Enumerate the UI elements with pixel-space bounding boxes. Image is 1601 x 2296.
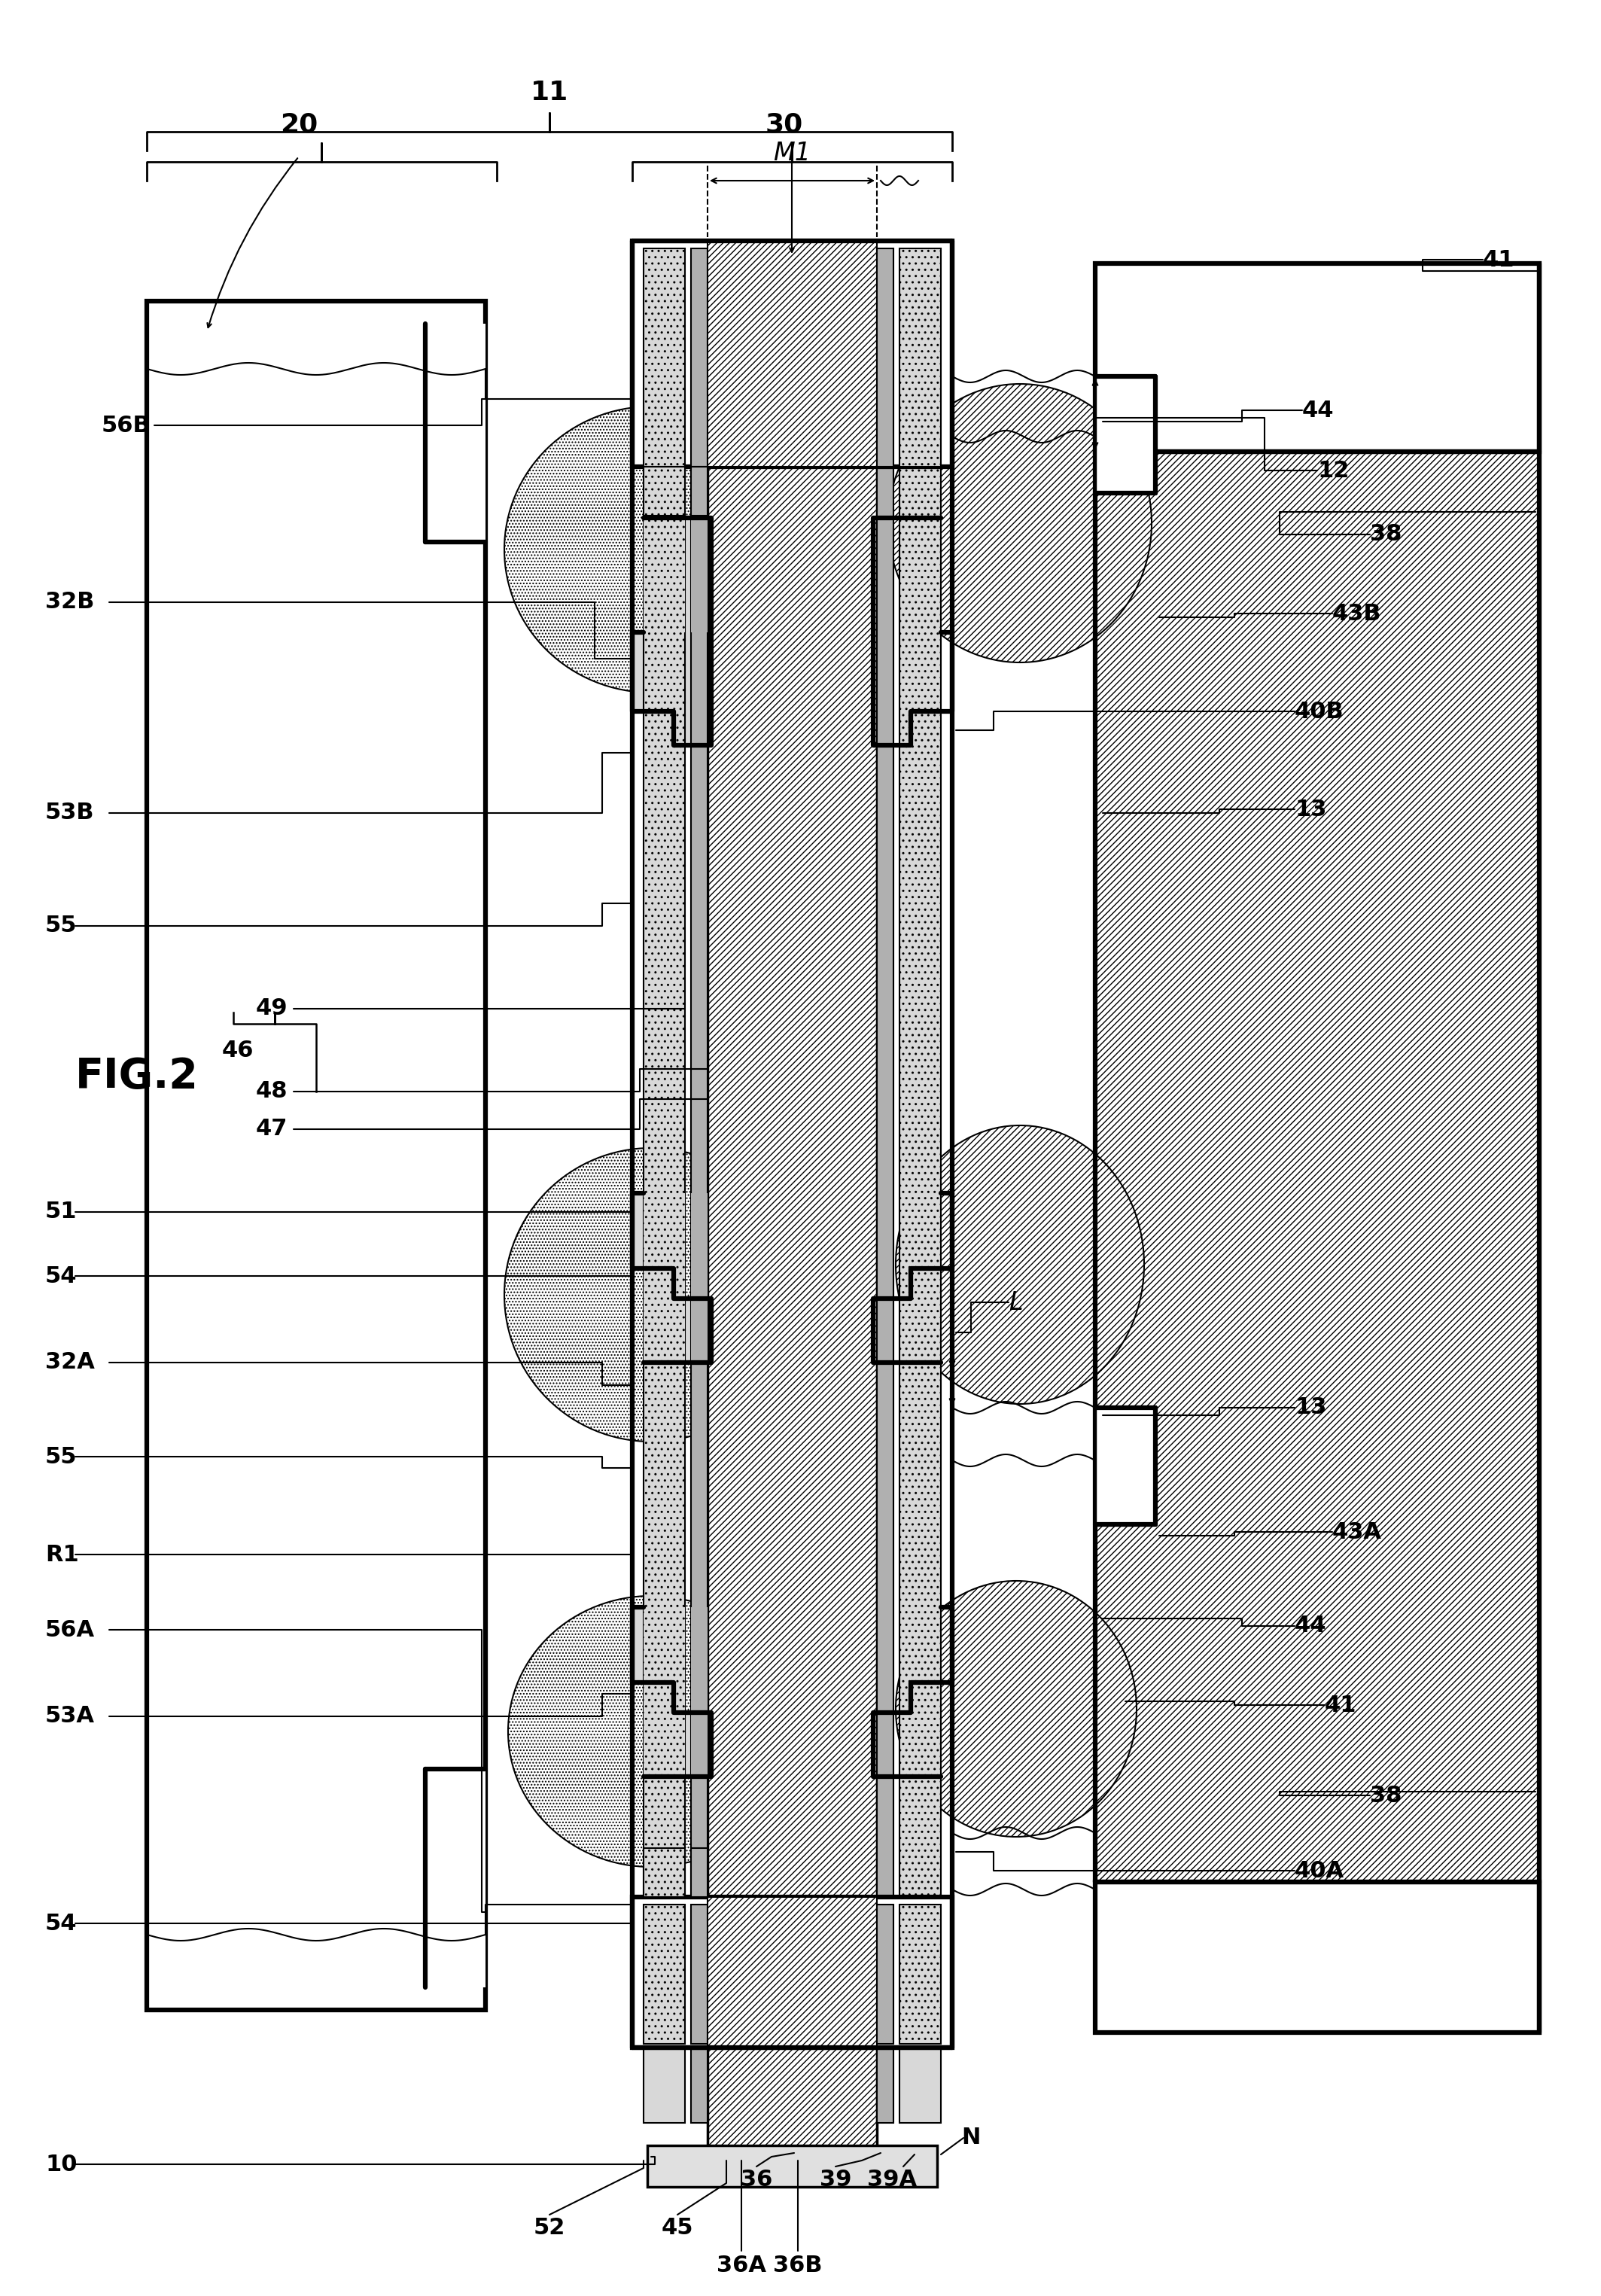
Text: 38: 38 bbox=[1370, 1784, 1402, 1807]
Bar bbox=[644, 1906, 685, 2043]
Bar bbox=[644, 466, 685, 1896]
Text: 53B: 53B bbox=[45, 801, 94, 824]
Bar bbox=[632, 241, 953, 466]
Bar bbox=[900, 1906, 941, 2043]
Text: 46: 46 bbox=[223, 1040, 255, 1061]
Polygon shape bbox=[632, 1194, 711, 1362]
Text: 11: 11 bbox=[530, 80, 568, 106]
Text: 47: 47 bbox=[256, 1118, 288, 1141]
Text: L: L bbox=[1009, 1290, 1023, 1316]
Text: 20: 20 bbox=[280, 113, 317, 138]
Bar bbox=[900, 466, 941, 1896]
Ellipse shape bbox=[504, 1148, 797, 1442]
Bar bbox=[900, 248, 941, 466]
Bar bbox=[708, 241, 877, 466]
Text: 55: 55 bbox=[45, 916, 77, 937]
Bar bbox=[692, 248, 708, 466]
Bar bbox=[632, 1896, 953, 2048]
Text: 38: 38 bbox=[1370, 523, 1402, 546]
Text: 40A: 40A bbox=[1295, 1860, 1345, 1883]
Text: FIG.2: FIG.2 bbox=[75, 1056, 199, 1097]
Text: 56B: 56B bbox=[101, 413, 150, 436]
Ellipse shape bbox=[504, 406, 797, 693]
Text: 41: 41 bbox=[1483, 248, 1515, 271]
Text: 39A: 39A bbox=[868, 2167, 917, 2190]
Text: 30: 30 bbox=[765, 113, 804, 138]
Ellipse shape bbox=[895, 1125, 1145, 1403]
Text: 39: 39 bbox=[820, 2167, 852, 2190]
Bar bbox=[644, 248, 685, 466]
Text: 56A: 56A bbox=[45, 1619, 94, 1642]
Text: 43B: 43B bbox=[1332, 602, 1382, 625]
Text: 52: 52 bbox=[533, 2218, 565, 2239]
Bar bbox=[692, 466, 708, 517]
Text: 40B: 40B bbox=[1295, 700, 1345, 723]
Text: 41: 41 bbox=[1324, 1694, 1356, 1715]
Text: 53A: 53A bbox=[45, 1706, 94, 1727]
Text: 48: 48 bbox=[256, 1081, 288, 1102]
Text: 36: 36 bbox=[741, 2167, 772, 2190]
Bar bbox=[692, 519, 708, 631]
Bar bbox=[426, 1768, 485, 1988]
Bar bbox=[426, 324, 485, 542]
Bar bbox=[877, 2048, 893, 2124]
Bar bbox=[692, 1848, 708, 1896]
Bar bbox=[1095, 377, 1156, 494]
Text: 44: 44 bbox=[1302, 400, 1334, 420]
Text: 32B: 32B bbox=[45, 592, 94, 613]
Bar bbox=[877, 466, 893, 1896]
Text: 45: 45 bbox=[661, 2218, 693, 2239]
Ellipse shape bbox=[889, 383, 1151, 664]
Bar bbox=[692, 1194, 708, 1362]
Bar bbox=[708, 2048, 877, 2154]
Text: 13: 13 bbox=[1295, 1396, 1327, 1419]
Bar bbox=[644, 1848, 685, 1896]
Bar bbox=[692, 1607, 708, 1777]
Bar bbox=[692, 2048, 708, 2124]
Bar bbox=[644, 2048, 685, 2124]
Text: 36B: 36B bbox=[773, 2255, 823, 2278]
Text: 49: 49 bbox=[256, 999, 288, 1019]
Text: 10: 10 bbox=[45, 2154, 77, 2174]
Text: 44: 44 bbox=[1295, 1614, 1327, 1637]
Bar bbox=[708, 466, 877, 1896]
Text: 36A: 36A bbox=[717, 2255, 767, 2278]
Text: 32A: 32A bbox=[45, 1352, 94, 1373]
Bar bbox=[1095, 264, 1539, 452]
Bar bbox=[644, 466, 685, 517]
Bar bbox=[1095, 452, 1539, 1883]
Bar bbox=[1095, 1883, 1539, 2032]
Bar bbox=[647, 2144, 937, 2186]
Bar bbox=[644, 1607, 685, 1777]
Bar bbox=[877, 248, 893, 466]
Text: 43A: 43A bbox=[1332, 1520, 1382, 1543]
Bar bbox=[900, 2048, 941, 2124]
Text: 12: 12 bbox=[1318, 459, 1350, 482]
Text: M1: M1 bbox=[773, 140, 810, 165]
Text: R1: R1 bbox=[45, 1543, 78, 1566]
Polygon shape bbox=[632, 1607, 711, 1777]
Polygon shape bbox=[632, 519, 711, 746]
Ellipse shape bbox=[895, 1582, 1137, 1837]
Bar bbox=[644, 1194, 685, 1362]
Bar bbox=[708, 1896, 877, 2048]
Text: N: N bbox=[962, 2126, 980, 2149]
Text: 55: 55 bbox=[45, 1446, 77, 1467]
Text: 51: 51 bbox=[45, 1201, 77, 1224]
Text: 54: 54 bbox=[45, 1913, 77, 1933]
Text: 54: 54 bbox=[45, 1265, 77, 1286]
Bar bbox=[692, 1906, 708, 2043]
Bar bbox=[147, 301, 485, 2009]
Text: 13: 13 bbox=[1295, 799, 1327, 820]
Bar bbox=[644, 519, 685, 631]
Bar bbox=[877, 1906, 893, 2043]
Bar bbox=[692, 466, 708, 1896]
Ellipse shape bbox=[508, 1596, 794, 1867]
Bar bbox=[1095, 1407, 1156, 1525]
